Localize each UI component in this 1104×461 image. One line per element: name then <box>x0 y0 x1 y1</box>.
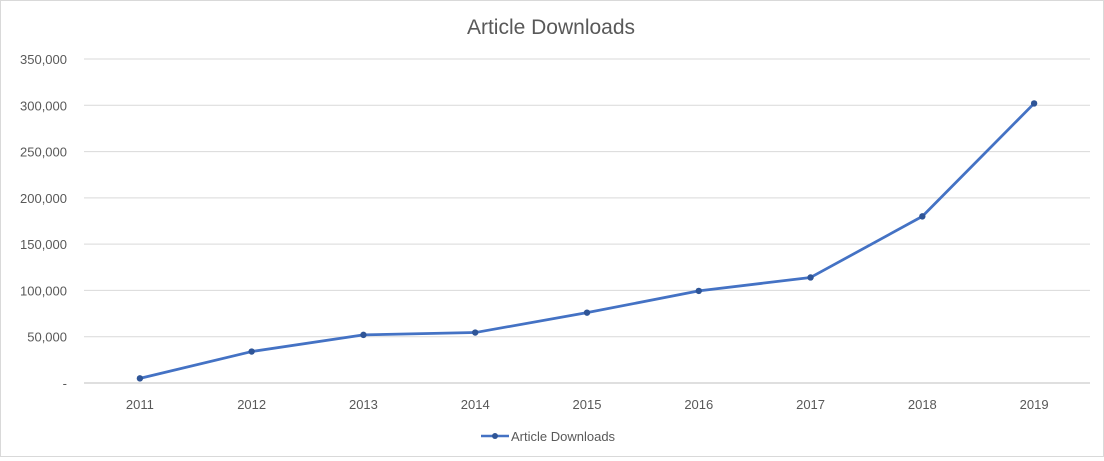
y-tick-label: 100,000 <box>20 283 67 298</box>
x-tick-label: 2017 <box>796 397 825 412</box>
y-tick-label: 300,000 <box>20 98 67 113</box>
data-point <box>807 274 814 281</box>
data-point <box>248 348 255 355</box>
x-tick-label: 2014 <box>461 397 490 412</box>
chart-title: Article Downloads <box>467 16 635 39</box>
data-point <box>1030 100 1038 107</box>
x-axis-tick-labels: 2011 2012 2013 2014 2015 2016 2017 2018 2019 <box>126 397 1049 412</box>
y-tick-label: 150,000 <box>20 237 67 252</box>
x-tick-label: 2019 <box>1020 397 1049 412</box>
data-point <box>583 309 591 316</box>
y-tick-label: - <box>63 376 67 391</box>
y-tick-label: 350,000 <box>20 52 67 67</box>
gridlines <box>84 58 1090 384</box>
x-tick-label: 2016 <box>684 397 713 412</box>
x-tick-label: 2018 <box>908 397 937 412</box>
data-point <box>695 287 702 295</box>
legend: Article Downloads <box>481 429 616 444</box>
data-point <box>472 329 479 336</box>
data-point <box>360 331 367 339</box>
x-tick-label: 2015 <box>573 397 602 412</box>
x-tick-label: 2012 <box>237 397 266 412</box>
y-tick-label: 250,000 <box>20 145 67 160</box>
data-point <box>136 375 144 382</box>
data-point <box>919 213 926 220</box>
y-tick-label: 200,000 <box>20 191 67 206</box>
legend-label: Article Downloads <box>511 429 616 444</box>
y-axis-tick-labels: - 50,000 100,000 150,000 200,000 250,000 300,0… <box>20 52 67 391</box>
legend-marker-swatch <box>492 433 498 439</box>
y-tick-label: 50,000 <box>27 330 67 345</box>
x-tick-label: 2013 <box>349 397 378 412</box>
x-tick-label: 2011 <box>126 397 154 412</box>
series-layer <box>136 100 1038 382</box>
